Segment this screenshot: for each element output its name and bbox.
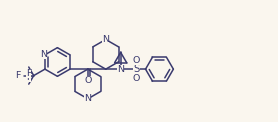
Text: F: F xyxy=(26,69,31,78)
Text: O: O xyxy=(133,74,140,83)
Text: S: S xyxy=(133,64,140,74)
Text: N: N xyxy=(117,65,124,74)
Text: O: O xyxy=(84,76,91,85)
Text: F: F xyxy=(26,73,31,82)
Text: O: O xyxy=(133,56,140,65)
Text: F: F xyxy=(15,71,21,80)
Text: N: N xyxy=(40,50,48,59)
Text: N: N xyxy=(84,94,91,103)
Text: N: N xyxy=(102,35,109,44)
